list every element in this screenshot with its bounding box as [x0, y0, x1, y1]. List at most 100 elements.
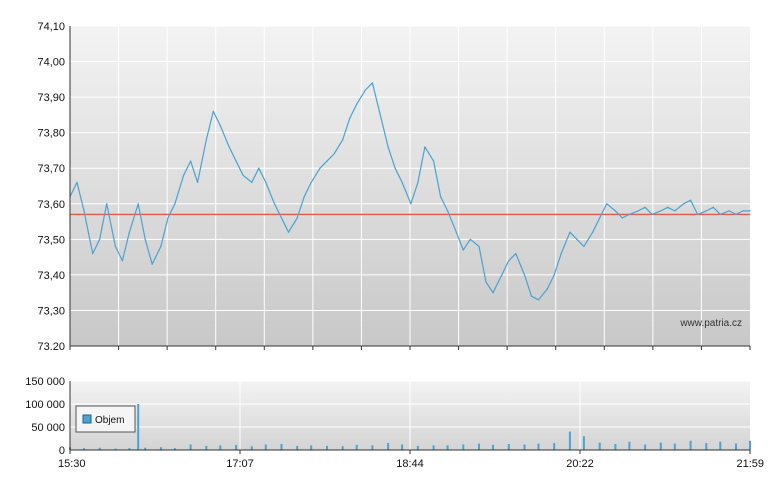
volume-x-tick-label: 20:22	[566, 458, 594, 470]
price-data-point	[530, 295, 533, 297]
price-data-point	[599, 217, 601, 219]
volume-x-tick-label: 21:59	[736, 458, 764, 470]
price-data-point	[258, 167, 260, 169]
volume-x-tick-label: 17:07	[226, 458, 254, 470]
price-data-point	[99, 238, 101, 240]
volume-x-tick-labels: 15:30 17:07 18:44 20:22 21:59	[58, 450, 764, 470]
price-data-point	[174, 203, 176, 205]
price-data-point	[508, 260, 510, 262]
price-y-tick-label: 73,30	[37, 305, 65, 317]
price-data-point	[83, 210, 85, 212]
volume-bar	[137, 404, 140, 450]
price-y-tick-label: 73,70	[37, 163, 65, 175]
legend-label: Objem	[95, 415, 124, 426]
volume-bar	[189, 444, 192, 450]
legend: Objem	[75, 405, 136, 433]
price-data-point	[628, 213, 631, 215]
price-data-point	[553, 274, 555, 276]
price-data-point	[296, 217, 298, 219]
price-data-point	[114, 245, 116, 247]
price-y-tick-labels: 74,10 74,00 73,90 73,80 73,70 73,60 73,50 73,40…	[37, 21, 65, 353]
volume-bar	[462, 444, 465, 450]
volume-bar	[341, 446, 344, 450]
price-data-point	[469, 238, 471, 240]
price-data-point	[637, 210, 639, 212]
price-data-point	[121, 260, 123, 262]
price-data-point	[569, 231, 571, 233]
price-data-point	[287, 231, 290, 233]
volume-chart-panel: 150 000 100 000 50 000 0 15:30 17:07 18:44 20:…	[25, 376, 764, 470]
price-data-point	[310, 181, 312, 183]
price-y-tick-label: 73,50	[37, 234, 65, 246]
price-data-point	[128, 231, 130, 233]
volume-bar	[401, 444, 404, 450]
price-data-point	[378, 110, 380, 112]
price-data-point	[371, 82, 373, 84]
volume-bar	[219, 445, 222, 450]
price-data-point	[705, 210, 707, 212]
price-data-point	[303, 196, 305, 198]
price-data-point	[485, 281, 487, 283]
price-data-point	[537, 299, 540, 301]
price-data-point	[621, 217, 624, 219]
volume-bar	[235, 444, 238, 450]
volume-y-tick-label: 50 000	[31, 422, 65, 434]
price-data-point	[342, 139, 344, 141]
volume-bar	[659, 442, 662, 450]
volume-bar	[98, 447, 101, 450]
price-data-point	[660, 210, 662, 212]
price-data-point	[151, 263, 153, 265]
volume-y-tick-labels: 150 000 100 000 50 000 0	[25, 376, 65, 457]
volume-bar	[614, 444, 617, 450]
volume-bar	[144, 447, 147, 450]
volume-y-tick-label: 0	[59, 445, 65, 457]
volume-bar	[749, 440, 751, 450]
volume-bar	[705, 443, 708, 450]
volume-bar	[280, 444, 283, 450]
volume-bar	[371, 445, 374, 450]
price-data-point	[447, 210, 449, 212]
volume-bars-group	[69, 404, 751, 450]
price-data-point	[690, 199, 692, 201]
volume-bar	[83, 448, 85, 450]
price-data-point	[401, 181, 403, 183]
price-data-point	[144, 238, 146, 240]
price-data-point	[697, 213, 699, 215]
price-data-point	[183, 174, 185, 176]
price-y-tick-label: 73.20	[37, 341, 65, 353]
price-series-group	[69, 82, 751, 301]
price-data-point	[592, 231, 594, 233]
price-y-tick-label: 73,80	[37, 128, 65, 140]
volume-bar	[296, 445, 299, 450]
price-data-point	[606, 203, 608, 205]
price-data-point	[478, 245, 480, 247]
price-data-point	[106, 203, 108, 205]
legend-swatch	[82, 414, 92, 424]
price-data-point	[92, 253, 94, 255]
price-data-point	[280, 217, 283, 219]
price-data-point	[387, 146, 389, 148]
price-data-point	[212, 110, 214, 112]
price-data-point	[742, 210, 744, 212]
price-data-point	[523, 274, 526, 276]
volume-bar	[387, 443, 390, 450]
price-data-point	[167, 217, 169, 219]
volume-bar	[446, 445, 449, 450]
price-data-point	[364, 89, 366, 91]
volume-bar	[673, 443, 676, 450]
volume-x-tick-label: 18:44	[396, 458, 424, 470]
volume-bar	[582, 436, 585, 450]
volume-y-tick-label: 150 000	[25, 376, 65, 388]
price-data-point	[356, 103, 358, 105]
volume-bar	[205, 445, 208, 450]
price-data-point	[576, 238, 578, 240]
price-data-point	[333, 153, 335, 155]
price-data-point	[683, 203, 685, 205]
volume-bar	[264, 444, 267, 450]
volume-bar	[735, 443, 737, 450]
price-data-point	[667, 206, 669, 208]
price-data-point	[455, 231, 457, 233]
volume-bar	[689, 440, 692, 450]
volume-y-tick-label: 100 000	[25, 399, 65, 411]
